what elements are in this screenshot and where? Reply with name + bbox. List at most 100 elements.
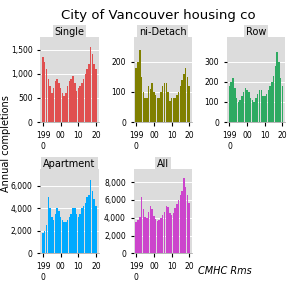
- Bar: [65, 222, 67, 253]
- Bar: [248, 92, 250, 122]
- Bar: [51, 93, 52, 122]
- Bar: [135, 222, 137, 253]
- Bar: [85, 203, 86, 253]
- Bar: [282, 86, 283, 122]
- Bar: [42, 233, 44, 253]
- Bar: [86, 69, 88, 122]
- Bar: [275, 66, 276, 122]
- Bar: [157, 221, 158, 253]
- Bar: [261, 90, 262, 122]
- Bar: [245, 88, 246, 122]
- Bar: [72, 208, 74, 253]
- Bar: [164, 83, 165, 122]
- Bar: [255, 98, 257, 122]
- Bar: [42, 57, 44, 122]
- Bar: [95, 69, 97, 122]
- Bar: [137, 220, 139, 253]
- Bar: [139, 50, 141, 122]
- Bar: [158, 98, 160, 122]
- Bar: [176, 204, 178, 253]
- Bar: [153, 92, 155, 122]
- Bar: [243, 92, 244, 122]
- Bar: [137, 62, 139, 122]
- Bar: [174, 208, 176, 253]
- Bar: [49, 208, 51, 253]
- Bar: [173, 213, 174, 253]
- Bar: [74, 208, 75, 253]
- Bar: [280, 78, 281, 122]
- Bar: [174, 98, 176, 122]
- Bar: [144, 98, 146, 122]
- Bar: [253, 102, 255, 122]
- Bar: [229, 86, 230, 122]
- Bar: [55, 81, 56, 122]
- Bar: [180, 196, 181, 253]
- Bar: [257, 94, 259, 122]
- Bar: [230, 82, 232, 122]
- Bar: [151, 83, 153, 122]
- Bar: [62, 93, 63, 122]
- Bar: [67, 219, 69, 253]
- Bar: [238, 102, 239, 122]
- Bar: [95, 206, 97, 253]
- Bar: [178, 200, 179, 253]
- Bar: [264, 96, 266, 122]
- Bar: [71, 214, 72, 253]
- Bar: [181, 80, 183, 122]
- Bar: [79, 86, 81, 122]
- Bar: [278, 62, 280, 122]
- Bar: [79, 214, 81, 253]
- Bar: [158, 220, 160, 253]
- Bar: [148, 86, 149, 122]
- Bar: [164, 211, 165, 253]
- Bar: [48, 79, 49, 122]
- Bar: [232, 78, 234, 122]
- Bar: [153, 216, 155, 253]
- Bar: [141, 77, 142, 122]
- Title: Apartment: Apartment: [43, 159, 96, 169]
- Text: CMHC Rms: CMHC Rms: [198, 266, 251, 276]
- Bar: [76, 91, 77, 122]
- Bar: [135, 68, 137, 122]
- Bar: [187, 196, 188, 253]
- Bar: [58, 84, 60, 122]
- Bar: [143, 209, 144, 253]
- Bar: [259, 90, 260, 122]
- Bar: [83, 79, 84, 122]
- Bar: [53, 219, 54, 253]
- Bar: [247, 90, 248, 122]
- Title: ni-Detach: ni-Detach: [139, 27, 187, 37]
- Bar: [236, 98, 237, 122]
- Bar: [90, 47, 91, 122]
- Bar: [139, 217, 141, 253]
- Bar: [62, 219, 63, 253]
- Bar: [77, 88, 79, 122]
- Bar: [160, 92, 162, 122]
- Bar: [250, 98, 251, 122]
- Bar: [180, 86, 181, 122]
- Bar: [55, 214, 56, 253]
- Bar: [56, 79, 58, 122]
- Bar: [273, 76, 274, 122]
- Title: Single: Single: [54, 27, 84, 37]
- Bar: [185, 68, 186, 122]
- Bar: [86, 197, 88, 253]
- Bar: [56, 208, 58, 253]
- Bar: [171, 215, 172, 253]
- Bar: [176, 95, 178, 122]
- Bar: [169, 213, 170, 253]
- Text: Annual completions: Annual completions: [1, 96, 12, 192]
- Bar: [149, 206, 151, 253]
- Bar: [58, 211, 60, 253]
- Bar: [234, 88, 236, 122]
- Text: City of Vancouver housing co: City of Vancouver housing co: [61, 9, 256, 22]
- Bar: [149, 89, 151, 122]
- Title: All: All: [157, 159, 169, 169]
- Bar: [93, 64, 95, 122]
- Bar: [183, 178, 185, 253]
- Bar: [167, 207, 169, 253]
- Bar: [160, 218, 162, 253]
- Bar: [141, 197, 142, 253]
- Bar: [169, 101, 170, 122]
- Bar: [276, 52, 278, 122]
